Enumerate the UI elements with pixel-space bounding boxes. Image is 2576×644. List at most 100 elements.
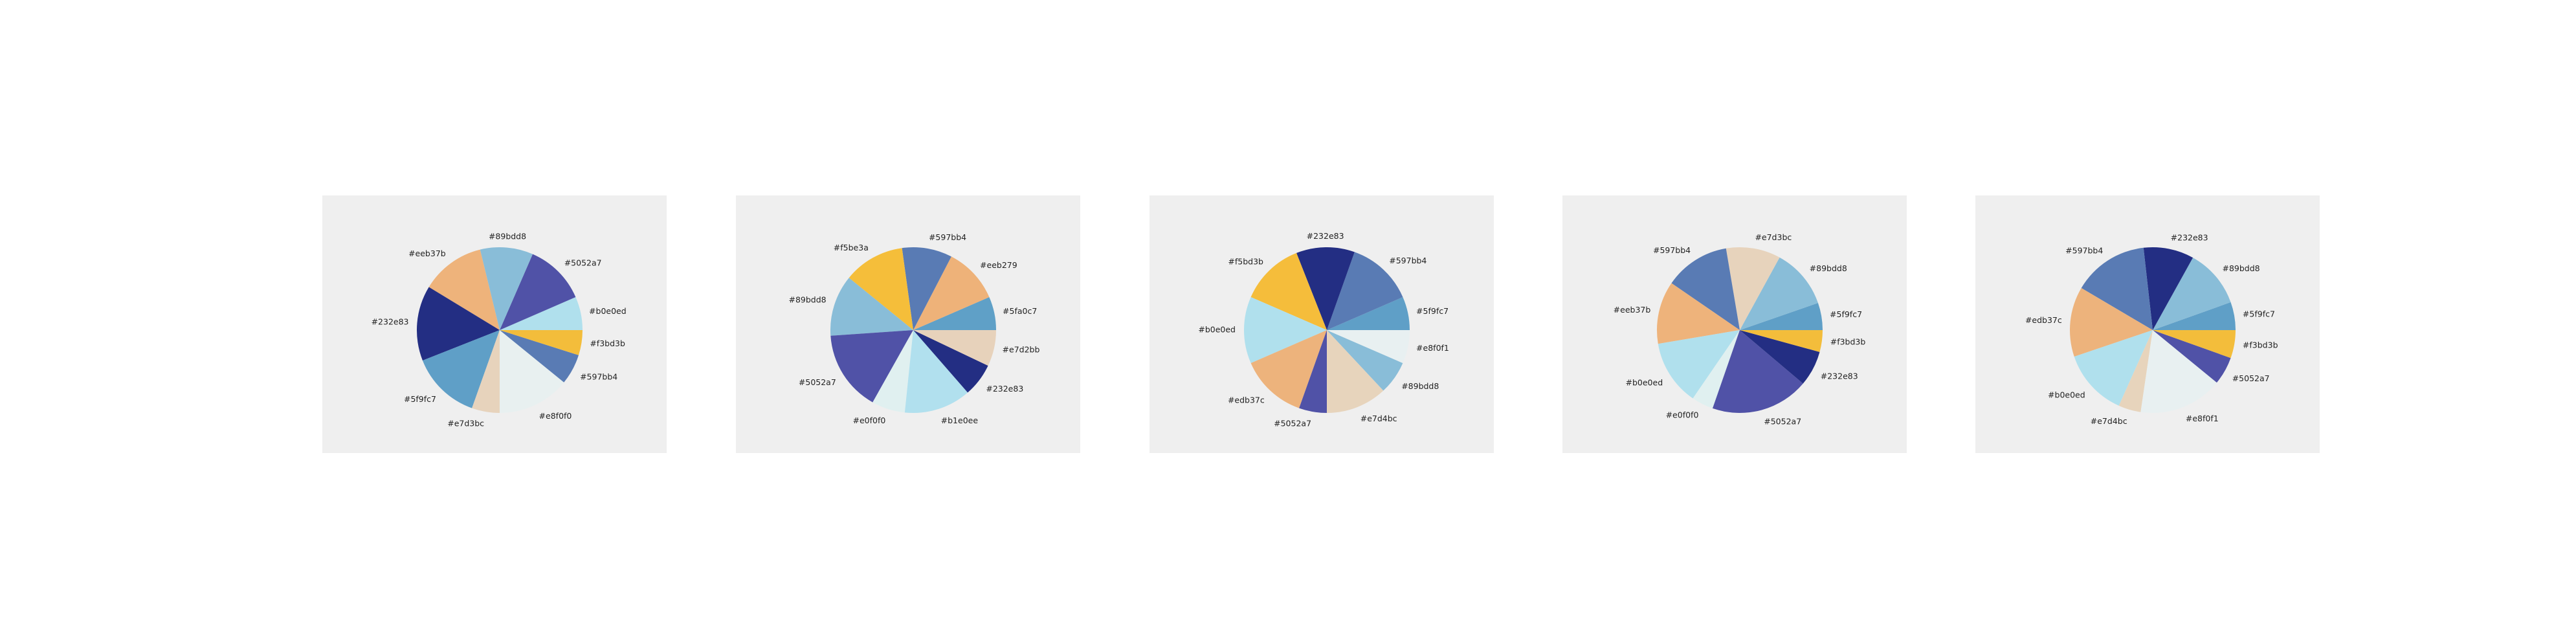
slice-label: #b0e0ed [1626,377,1663,387]
slice-label: #f3bd3b [1830,337,1866,346]
pie-chart-panel-5: #5f9fc7 #89bdd8 #232e83 #597bb4 #edb37c #b0e0… [1975,195,2320,453]
slice-label: #e7d2bb [1003,345,1040,355]
pie-chart-3: #5f9fc7 #597bb4 #232e83 #f5bd3b #b0e0ed #edb3… [1198,231,1449,428]
slice-label: #edb37c [1228,395,1265,405]
pie-slice [913,256,990,330]
pie-slice [1327,330,1384,413]
slice-label: #e7d4bc [2091,416,2127,426]
slice-label: #89bdd8 [1401,381,1439,391]
pie-slice [500,254,576,330]
slice-label: #89bdd8 [2222,263,2260,273]
slice-label: #e7d3bc [447,419,484,428]
pie-slice [428,249,500,330]
slice-label: #e0f0f0 [853,416,886,425]
slice-label: #232e83 [1307,231,1344,241]
slice-label: #e8f0f1 [1416,343,1449,353]
pie-slice [2140,330,2217,414]
slice-label: #e7d4bc [1360,414,1397,423]
pie-slice [872,330,913,413]
pie-slice [830,330,913,403]
slice-label: #b0e0ed [589,306,627,316]
pie-slice [500,330,564,413]
slice-label: #597bb4 [929,232,966,242]
slice-label: #5f9fc7 [2243,309,2275,318]
pie-slice [904,330,968,414]
pie-slice [500,330,579,383]
pie-slice [1740,330,1820,384]
slice-label: #e7d3bc [1755,232,1792,242]
pie-slice [1296,247,1355,330]
slice-label: #232e83 [986,384,1023,394]
pie-slice [472,330,500,413]
pie-slice [416,287,500,361]
slice-label: #5052a7 [1274,419,1311,428]
slice-label: #5f9fc7 [1416,306,1449,316]
pie-slice [2143,247,2193,330]
pie-slice [1726,247,1780,330]
pie-slice [913,297,996,330]
slice-label: #f5be3a [834,243,869,252]
slice-label: #f3bd3b [2243,340,2278,350]
pie-chart-panel-4: #5f9fc7 #89bdd8 #e7d3bc #597bb4 #eeb37b #b0e0… [1562,195,1907,453]
slice-label: #b0e0ed [2048,390,2085,399]
slice-label: #5052a7 [2232,373,2270,383]
slice-label: #232e83 [2171,233,2208,243]
pie-slice [1740,303,1823,330]
pie-slice [1250,330,1327,408]
pie-slice [2070,288,2153,357]
pie-slice [1327,330,1410,363]
slice-label: #89bdd8 [1810,263,1847,273]
pie-slice [1327,252,1403,330]
pie-slice [480,247,533,330]
pie-chart-2: #5fa0c7 #eeb279 #597bb4 #f5be3a #89bdd8 #5052… [788,232,1040,425]
slice-label: #597bb4 [2065,246,2103,256]
slice-label: #5052a7 [564,258,602,267]
pie-chart-panel-3: #5f9fc7 #597bb4 #232e83 #f5bd3b #b0e0ed #edb3… [1149,195,1494,453]
pie-slice [1740,330,1823,352]
pie-slice [2118,330,2153,412]
pie-slice [1299,330,1327,413]
slice-label: #232e83 [1821,371,1858,381]
slice-label: #232e83 [372,316,409,326]
slice-label: #89bdd8 [489,232,526,241]
slice-label: #5f9fc7 [404,394,436,404]
pie-slice [1656,283,1740,344]
pie-slice [2153,302,2236,330]
slice-label: #5052a7 [799,377,836,387]
pie-chart-panel-1: #b0e0ed #5052a7 #89bdd8 #eeb37b #232e83 #5f9f… [322,195,667,453]
pie-chart-panel-2: #5fa0c7 #eeb279 #597bb4 #f5be3a #89bdd8 #5052… [736,195,1080,453]
slice-label: #5fa0c7 [1003,306,1037,316]
pie-slice [2074,330,2153,406]
slice-label: #e8f0f0 [539,411,572,421]
slice-label: #b1e0ee [941,416,979,425]
pie-slice [913,330,996,366]
slice-label: #f5bd3b [1228,257,1263,267]
pie-slice [1713,330,1803,414]
slice-label: #edb37c [2025,315,2062,325]
pie-chart-5: #5f9fc7 #89bdd8 #232e83 #597bb4 #edb37c #b0e0… [2025,233,2278,426]
pie-slice [2153,330,2231,383]
slice-label: #597bb4 [1653,245,1691,255]
slice-label: #eeb37b [408,249,446,258]
slice-label: #eeb279 [980,260,1017,270]
pie-slice [500,297,583,330]
slice-label: #b0e0ed [1198,325,1236,335]
slice-label: #eeb37b [1614,305,1651,315]
pie-slice [913,330,988,393]
slice-label: #5052a7 [1764,417,1801,427]
slice-label: #597bb4 [580,372,617,382]
slice-label: #597bb4 [1389,256,1427,265]
pie-slice [2153,330,2236,359]
pie-slice [2153,258,2231,330]
slice-label: #e0f0f0 [1666,410,1699,419]
pie-slice [1740,257,1818,330]
slice-label: #89bdd8 [788,294,826,304]
pie-slice [422,330,500,408]
pie-chart-4: #5f9fc7 #89bdd8 #e7d3bc #597bb4 #eeb37b #b0e0… [1614,232,1866,427]
pie-slice [849,248,913,330]
pie-chart-1: #b0e0ed #5052a7 #89bdd8 #eeb37b #232e83 #5f9f… [372,232,627,428]
pie-slice [830,278,913,336]
pie-slice [1244,297,1327,363]
pie-slice [500,330,583,355]
pie-slice [1658,330,1740,399]
